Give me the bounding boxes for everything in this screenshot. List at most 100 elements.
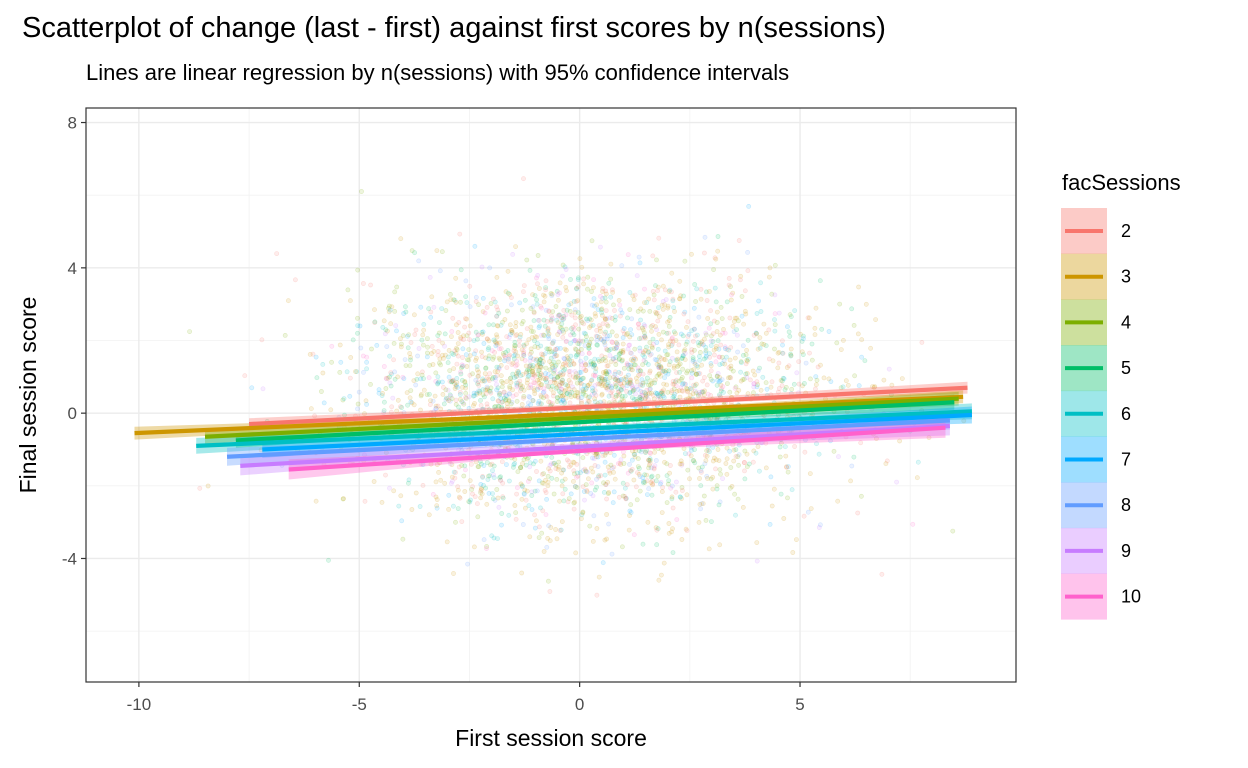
data-point <box>574 474 579 480</box>
data-point <box>478 461 484 467</box>
data-point <box>635 470 640 476</box>
scatter-points <box>187 176 967 598</box>
data-point <box>601 480 606 486</box>
data-point <box>843 378 849 384</box>
data-point <box>453 350 459 356</box>
data-point <box>637 345 643 351</box>
data-point <box>677 278 683 284</box>
data-point <box>534 356 540 362</box>
data-point <box>455 341 461 346</box>
data-point <box>419 337 425 343</box>
data-point <box>694 371 700 377</box>
data-point <box>757 468 762 474</box>
data-point <box>537 524 542 530</box>
data-point <box>776 386 782 391</box>
data-point <box>674 517 680 522</box>
data-point <box>628 468 633 473</box>
data-point <box>576 341 582 347</box>
data-point <box>400 374 406 380</box>
data-point <box>706 546 712 552</box>
data-point <box>629 382 635 387</box>
data-point <box>537 357 543 363</box>
data-point <box>750 459 756 465</box>
data-point <box>745 356 751 362</box>
data-point <box>382 331 388 337</box>
data-point <box>550 401 555 406</box>
data-point <box>744 347 749 353</box>
data-point <box>572 393 578 398</box>
data-point <box>516 342 522 348</box>
data-point <box>653 390 658 396</box>
data-point <box>426 306 432 312</box>
data-point <box>602 452 608 458</box>
data-point <box>632 362 638 368</box>
data-point <box>514 362 520 368</box>
data-point <box>592 356 598 362</box>
data-point <box>619 387 624 393</box>
data-point <box>562 360 568 366</box>
data-point <box>704 448 710 454</box>
data-point <box>457 495 463 501</box>
data-point <box>657 364 662 370</box>
data-point <box>485 347 491 352</box>
data-point <box>572 484 578 489</box>
data-point <box>486 490 492 496</box>
data-point <box>545 479 551 485</box>
data-point <box>654 373 660 379</box>
data-point <box>633 356 639 362</box>
data-point <box>544 383 550 389</box>
data-point <box>772 262 778 268</box>
data-point <box>384 328 390 334</box>
data-point <box>714 373 720 379</box>
data-point <box>785 495 790 501</box>
data-point <box>776 360 782 366</box>
data-point <box>679 388 685 394</box>
data-point <box>631 477 637 483</box>
data-point <box>549 454 555 460</box>
data-point <box>543 307 549 313</box>
data-point <box>642 479 648 485</box>
data-point <box>596 323 602 329</box>
data-point <box>730 323 736 329</box>
data-point <box>568 380 574 386</box>
data-point <box>527 358 533 364</box>
data-point <box>758 280 763 286</box>
data-point <box>436 330 442 336</box>
data-point <box>544 379 549 385</box>
data-point <box>653 525 659 530</box>
data-point <box>553 527 558 532</box>
data-point <box>599 336 604 342</box>
data-point <box>475 332 481 338</box>
data-point <box>514 373 520 379</box>
data-point <box>662 375 667 381</box>
data-point <box>435 374 441 380</box>
data-point <box>506 478 512 484</box>
data-point <box>527 364 532 369</box>
data-point <box>950 528 956 534</box>
data-point <box>581 389 586 395</box>
data-point <box>618 350 624 356</box>
data-point <box>592 373 598 379</box>
data-point <box>625 346 631 352</box>
y-tick-label: -4 <box>62 549 77 568</box>
data-point <box>554 384 560 390</box>
data-point <box>652 356 658 362</box>
data-point <box>606 521 611 527</box>
data-point <box>684 370 690 376</box>
data-point <box>815 364 821 370</box>
data-point <box>585 383 591 388</box>
data-point <box>548 355 554 361</box>
data-point <box>661 449 666 455</box>
data-point <box>524 257 530 263</box>
data-point <box>616 389 622 394</box>
data-point <box>764 386 770 392</box>
data-point <box>630 388 636 394</box>
data-point <box>591 285 596 290</box>
data-point <box>545 325 551 331</box>
data-point <box>537 401 543 407</box>
data-point <box>531 310 537 316</box>
data-point <box>460 363 466 369</box>
data-point <box>637 368 643 373</box>
data-point <box>772 346 777 352</box>
data-point <box>763 330 769 336</box>
